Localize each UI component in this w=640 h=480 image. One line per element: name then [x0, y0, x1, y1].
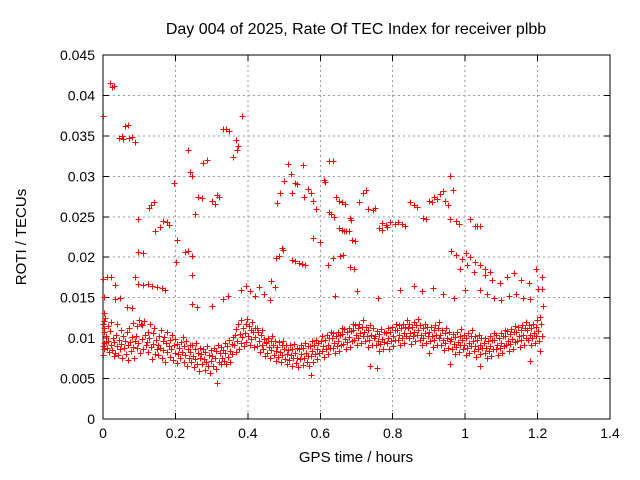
scatter-points-path	[100, 80, 547, 387]
y-tick-label: 0	[87, 411, 95, 427]
y-tick-label: 0.035	[60, 128, 95, 144]
x-tick-label: 0	[99, 425, 107, 441]
y-tick-label: 0.02	[68, 249, 95, 265]
y-tick-label: 0.015	[60, 290, 95, 306]
x-tick-label: 1.4	[600, 425, 620, 441]
y-tick-label: 0.005	[60, 371, 95, 387]
tick-labels: 0 0.005 0.01 0.015 0.02 0.025 0.03 0.035 0.04 0.0…	[60, 47, 620, 441]
y-tick-label: 0.01	[68, 330, 95, 346]
axis-ticks	[102, 54, 611, 420]
x-tick-label: 0.4	[238, 425, 258, 441]
x-axis-label: GPS time / hours	[299, 449, 413, 466]
y-tick-label: 0.025	[60, 209, 95, 225]
x-tick-label: 1	[461, 425, 469, 441]
chart-title: Day 004 of 2025, Rate Of TEC Index for r…	[166, 21, 546, 38]
y-axis-label: ROTI / TECUs	[13, 189, 30, 285]
x-tick-label: 0.2	[166, 425, 186, 441]
y-tick-label: 0.045	[60, 47, 95, 63]
x-tick-label: 0.8	[383, 425, 403, 441]
y-tick-label: 0.04	[68, 87, 95, 103]
x-tick-label: 0.6	[311, 425, 331, 441]
x-tick-label: 1.2	[528, 425, 548, 441]
scatter-points	[100, 80, 547, 387]
plot-border	[102, 54, 611, 420]
grid-lines	[103, 55, 610, 419]
y-tick-label: 0.03	[68, 168, 95, 184]
